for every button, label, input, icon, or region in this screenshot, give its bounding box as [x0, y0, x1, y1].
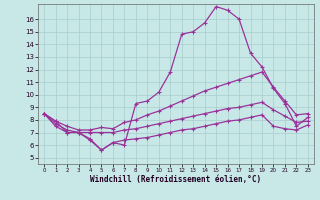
- X-axis label: Windchill (Refroidissement éolien,°C): Windchill (Refroidissement éolien,°C): [91, 175, 261, 184]
